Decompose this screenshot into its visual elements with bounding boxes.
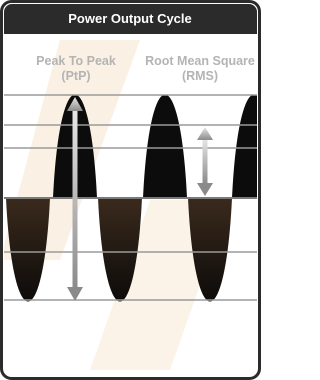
title: Power Output Cycle	[68, 11, 192, 26]
arrow-shaft	[73, 108, 78, 290]
page: Power Output Cycle Peak To Peak (PtP) Ro…	[0, 0, 261, 380]
rms-abbr: (RMS)	[182, 69, 218, 83]
rms-label: Root Mean Square	[145, 54, 255, 68]
diagram: Power Output Cycle Peak To Peak (PtP) Ro…	[0, 0, 261, 380]
arrow-shaft	[203, 138, 208, 184]
ptp-abbr: (PtP)	[61, 69, 90, 83]
ptp-label: Peak To Peak	[36, 54, 116, 68]
